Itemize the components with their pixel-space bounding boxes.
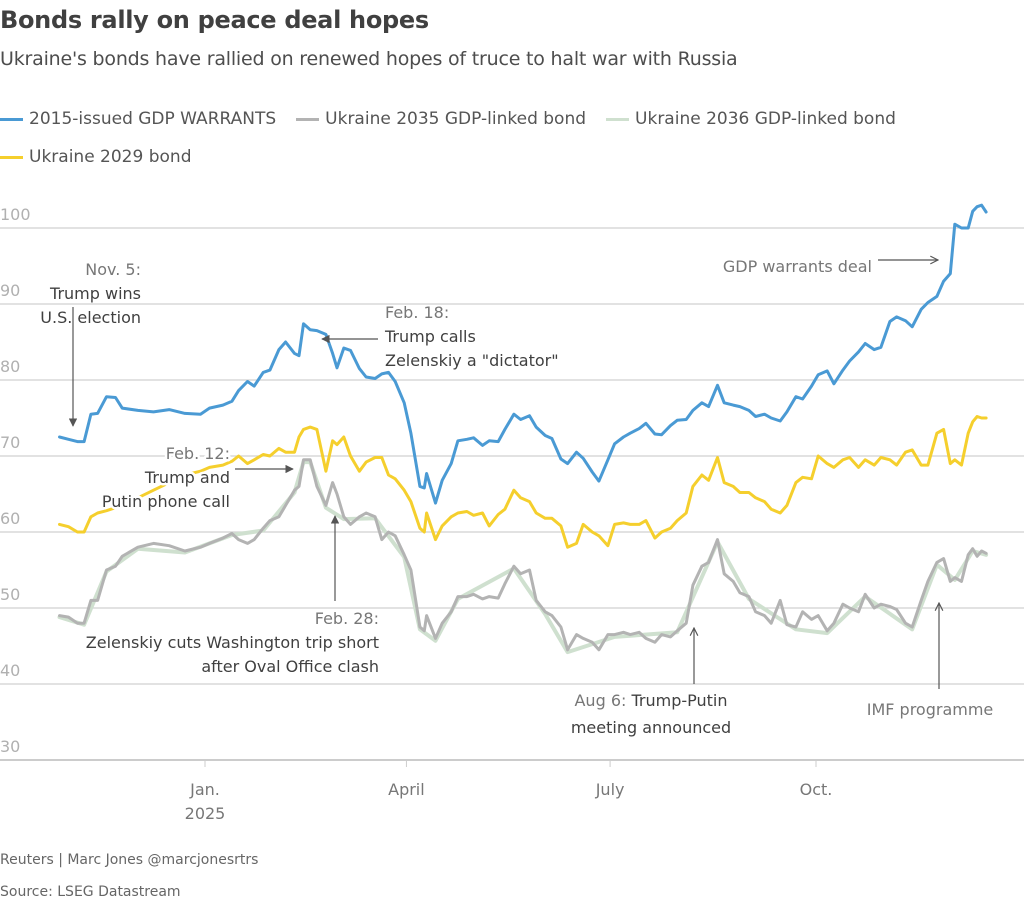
legend-swatch [0,155,23,159]
annotation-feb18-line: Zelenskiy a "dictator" [385,351,559,370]
series-line-ukraine-2029-bond [58,415,988,549]
legend-label: Ukraine 2029 bond [29,147,192,167]
series-line-ukraine-2036-gdp-linked-bond [57,460,989,655]
y-tick-label: 90 [0,281,20,300]
annotation-gdp-warrants-line: GDP warrants deal [723,257,872,276]
legend-swatch [296,117,320,121]
annotation-nov5-line: Nov. 5: [85,260,141,279]
y-tick-label: 70 [0,433,20,452]
y-tick-label: 60 [0,509,20,528]
annotation-aug6-line: Aug 6: Trump-Putin [574,691,727,710]
legend: 2015-issued GDP WARRANTS Ukraine 2035 GD… [0,100,1024,176]
annotation-feb12-line: Trump and [144,468,230,487]
annotation-feb28-line: Zelenskiy cuts Washington trip short [86,633,379,652]
annotation-feb12-line: Putin phone call [102,492,230,511]
legend-item-2029-bond: Ukraine 2029 bond [0,147,191,167]
legend-label: 2015-issued GDP WARRANTS [29,109,277,129]
x-tick-label: April [388,780,425,799]
annotation-nov5-line: U.S. election [40,308,141,327]
x-tick-label: July [595,780,625,799]
legend-item-2036-bond: Ukraine 2036 GDP-linked bond [606,109,896,129]
x-tick-label: Oct. [800,780,833,799]
legend-swatch [0,117,23,121]
series-line-ukraine-2035-gdp-linked-bond [58,458,988,652]
legend-swatch [606,117,630,121]
annotation-imf-line: IMF programme [867,700,994,719]
annotation-feb28-line: Feb. 28: [315,609,379,628]
x-tick-sublabel: 2025 [185,804,226,823]
annotation-aug6-line: meeting announced [571,718,731,737]
annotation-nov5-line: Trump wins [49,284,141,303]
y-tick-label: 50 [0,585,20,604]
legend-label: Ukraine 2035 GDP-linked bond [325,109,587,129]
y-tick-label: 30 [0,737,20,756]
credit-text: Reuters | Marc Jones @marcjonesrtrs [0,852,259,868]
annotation-feb18-line: Trump calls [384,327,476,346]
y-tick-label: 80 [0,357,20,376]
chart-title: Bonds rally on peace deal hopes [0,6,429,34]
source-text: Source: LSEG Datastream [0,884,181,900]
legend-item-gdp-warrants: 2015-issued GDP WARRANTS [0,109,276,129]
annotation-feb18-line: Feb. 18: [385,303,449,322]
annotation-feb12-line: Feb. 12: [166,444,230,463]
chart-subtitle: Ukraine's bonds have rallied on renewed … [0,48,738,70]
legend-label: Ukraine 2036 GDP-linked bond [635,109,896,129]
annotation-feb28-line: after Oval Office clash [201,657,379,676]
series-line-2015-issued-gdp-warrants [58,203,988,505]
x-tick-label: Jan. [189,780,220,799]
y-tick-label: 40 [0,661,20,680]
y-tick-label: 100 [0,205,31,224]
legend-item-2035-bond: Ukraine 2035 GDP-linked bond [296,109,586,129]
